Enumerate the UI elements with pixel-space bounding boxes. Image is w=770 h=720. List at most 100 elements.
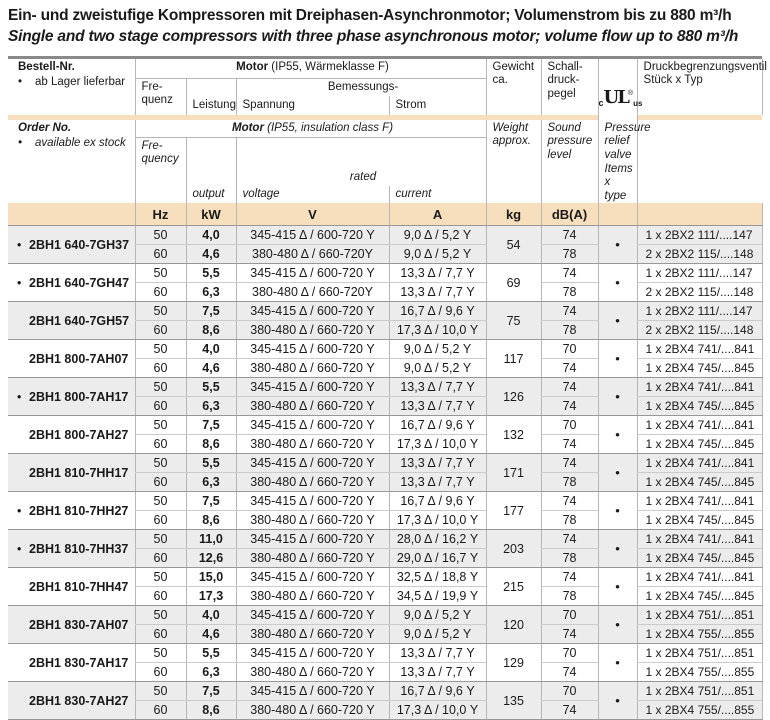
table-row: 60 4,6 380-480 Δ / 660-720Y 9,0 Δ / 5,2 …: [8, 244, 763, 265]
model-number: 2BH1 810-7HH47: [29, 579, 129, 594]
frequency-cell: 50: [134, 377, 186, 398]
sound-level-cell: 70: [540, 415, 599, 436]
weight-cell: 54: [485, 225, 542, 265]
model-number: 2BH1 830-7AH17: [29, 655, 129, 670]
voltage-cell: 345-415 Δ / 600-720 Y: [235, 263, 389, 284]
output-cell: 6,3: [185, 282, 236, 303]
stock-bullet: •: [17, 275, 22, 290]
current-cell: 9,0 Δ / 5,2 Y: [388, 605, 487, 626]
output-cell: 5,5: [185, 453, 236, 474]
current-cell: 34,5 Δ / 19,9 Y: [388, 586, 487, 607]
weight-cell: 177: [485, 491, 542, 531]
output-cell: 8,6: [185, 700, 236, 720]
current-cell: 16,7 Δ / 9,6 Y: [388, 301, 487, 322]
sound-level-cell: 74: [540, 263, 599, 284]
model-number: 2BH1 640-7GH57: [29, 313, 130, 328]
table-body: • 2BH1 640-7GH37 50 4,0 345-415 Δ / 600-7…: [8, 225, 763, 720]
sound-level-cell: 70: [540, 643, 599, 664]
current-cell: 9,0 Δ / 5,2 Y: [388, 339, 487, 360]
voltage-cell: 345-415 Δ / 600-720 Y: [235, 453, 389, 474]
table-row: •2BH1 810-7HH17 50 5,5 345-415 Δ / 600-7…: [8, 453, 763, 493]
ul-listed-cell: •: [597, 453, 638, 493]
weight-cell: 69: [485, 263, 542, 303]
sound-level-cell: 74: [540, 567, 599, 588]
header-current-de: Strom: [388, 95, 487, 115]
weight-cell: 120: [485, 605, 542, 645]
ul-mark-icon: cUL®us: [598, 86, 643, 108]
header-voltage-de: Spannung: [235, 95, 389, 115]
model-cell: •2BH1 640-7GH57: [8, 301, 135, 341]
unit-v: V: [235, 203, 389, 227]
weight-cell: 215: [485, 567, 542, 607]
frequency-cell: 60: [134, 282, 186, 303]
order-no-label-en: Order No.: [18, 121, 72, 134]
ul-listed-cell: •: [597, 377, 638, 417]
voltage-cell: 380-480 Δ / 660-720 Y: [235, 510, 389, 531]
ul-listed-cell: •: [597, 415, 638, 455]
voltage-cell: 380-480 Δ / 660-720 Y: [235, 662, 389, 683]
header-order-no-de: Bestell-Nr. • ab Lager lieferbar: [8, 59, 135, 115]
valve-cell: 1 x 2BX4 745/....845: [636, 358, 763, 379]
current-cell: 29,0 Δ / 16,7 Y: [388, 548, 487, 569]
ul-listed-cell: •: [597, 339, 638, 379]
model-cell: •2BH1 810-7HH17: [8, 453, 135, 493]
stock-bullet: •: [17, 541, 22, 556]
valve-cell: 1 x 2BX4 755/....855: [636, 624, 763, 645]
current-cell: 13,3 Δ / 7,7 Y: [388, 472, 487, 493]
sound-level-cell: 74: [540, 662, 599, 683]
model-number: 2BH1 810-7HH27: [29, 503, 129, 518]
header-row-de-3: Spannung Strom: [8, 95, 762, 115]
valve-cell: 1 x 2BX4 745/....845: [636, 510, 763, 531]
voltage-cell: 380-480 Δ / 660-720 Y: [235, 624, 389, 645]
sound-level-cell: 78: [540, 548, 599, 569]
current-cell: 13,3 Δ / 7,7 Y: [388, 396, 487, 417]
table-row: •2BH1 830-7AH17 50 5,5 345-415 Δ / 600-7…: [8, 643, 763, 683]
current-cell: 28,0 Δ / 16,2 Y: [388, 529, 487, 550]
current-cell: 9,0 Δ / 5,2 Y: [388, 244, 487, 265]
valve-cell: 1 x 2BX4 745/....845: [636, 548, 763, 569]
model-cell: •2BH1 810-7HH47: [8, 567, 135, 607]
sound-level-cell: 74: [540, 624, 599, 645]
header-sound-en: Sound pressure level: [540, 119, 599, 204]
valve-cell: 1 x 2BX4 745/....845: [636, 472, 763, 493]
output-cell: 6,3: [185, 662, 236, 683]
header-weight-de: Gewicht ca.: [485, 58, 542, 115]
unit-valve-empty: [636, 203, 763, 227]
current-cell: 13,3 Δ / 7,7 Y: [388, 453, 487, 474]
output-cell: 12,6: [185, 548, 236, 569]
model-number: 2BH1 810-7HH17: [29, 465, 129, 480]
compressor-data-table: Bestell-Nr. • ab Lager lieferbar Motor (I…: [8, 58, 767, 720]
voltage-cell: 380-480 Δ / 660-720 Y: [235, 586, 389, 607]
legend-bullet: •: [18, 137, 23, 150]
language-separator-band: [8, 114, 763, 120]
current-cell: 16,7 Δ / 9,6 Y: [388, 681, 487, 702]
valve-cell: 1 x 2BX4 741/....841: [636, 453, 763, 474]
valve-cell: 1 x 2BX4 741/....841: [636, 529, 763, 550]
voltage-cell: 345-415 Δ / 600-720 Y: [235, 643, 389, 664]
frequency-cell: 60: [134, 358, 186, 379]
frequency-cell: 50: [134, 491, 186, 512]
frequency-cell: 60: [134, 472, 186, 493]
output-cell: 7,5: [185, 681, 236, 702]
valve-cell: 1 x 2BX4 751/....851: [636, 681, 763, 702]
model-cell: • 2BH1 640-7GH47: [8, 263, 135, 303]
voltage-cell: 345-415 Δ / 600-720 Y: [235, 681, 389, 702]
voltage-cell: 380-480 Δ / 660-720 Y: [235, 358, 389, 379]
voltage-cell: 380-480 Δ / 660-720Y: [235, 282, 389, 303]
voltage-cell: 345-415 Δ / 600-720 Y: [235, 529, 389, 550]
sound-level-cell: 78: [540, 244, 599, 265]
table-row: •2BH1 640-7GH57 50 7,5 345-415 Δ / 600-7…: [8, 301, 763, 341]
table-row: 60 8,6 380-480 Δ / 660-720 Y 17,3 Δ / 10…: [8, 434, 763, 455]
header-valve-en: Pressure relief valve Items x type: [597, 119, 651, 204]
output-cell: 4,0: [185, 605, 236, 626]
ex-stock-note-de: • ab Lager lieferbar: [18, 76, 126, 89]
unit-hz: Hz: [134, 203, 186, 227]
sound-level-cell: 70: [540, 681, 599, 702]
weight-cell: 135: [485, 681, 542, 720]
voltage-cell: 345-415 Δ / 600-720 Y: [235, 605, 389, 626]
current-cell: 17,3 Δ / 10,0 Y: [388, 434, 487, 455]
table-row: • 2BH1 800-7AH17 50 5,5 345-415 Δ / 600-7…: [8, 377, 763, 417]
table-row: 60 17,3 380-480 Δ / 660-720 Y 34,5 Δ / 1…: [8, 586, 763, 607]
current-cell: 16,7 Δ / 9,6 Y: [388, 491, 487, 512]
